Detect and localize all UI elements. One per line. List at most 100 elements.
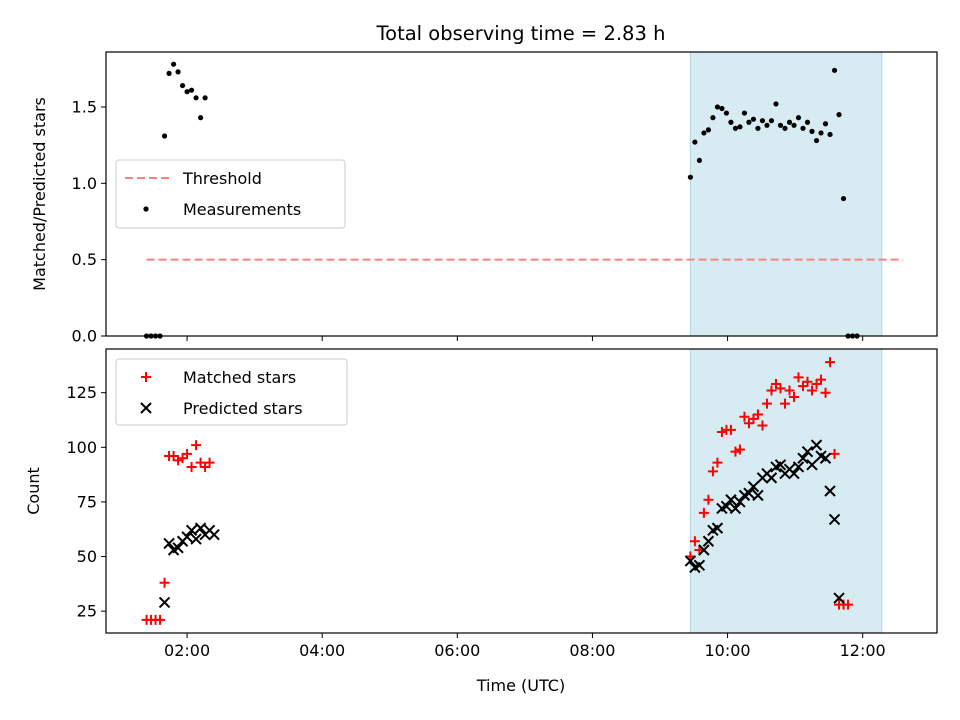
bottom-panel: 25 50 75 100 125 02:00 04:00 06:00 08:00 10:00 12:… — [24, 348, 938, 660]
predicted-star-point — [828, 513, 841, 526]
predicted-star-point — [693, 559, 706, 571]
matched-star-point — [191, 440, 202, 451]
matched-star-point — [689, 536, 700, 547]
matched-star-point — [770, 378, 781, 389]
measurement-point — [179, 82, 186, 89]
predicted-star-point — [752, 489, 764, 502]
measurement-point — [827, 131, 833, 138]
measurement-point — [692, 139, 698, 145]
x-axis-label: Time (UTC) — [476, 676, 565, 695]
y-tick-label: 50 — [77, 547, 97, 566]
legend: Threshold Measurements — [115, 159, 346, 229]
predicted-star-point — [698, 544, 710, 556]
predicted-star-point — [181, 531, 193, 543]
matched-star-point — [784, 385, 795, 396]
measurement-point — [831, 67, 838, 73]
legend-predicted-swatch — [140, 402, 152, 414]
predicted-star-point — [765, 472, 778, 484]
predicted-star-point — [810, 439, 823, 451]
matched-star-point — [825, 357, 836, 368]
observing-interval-shade — [689, 348, 883, 634]
matched-star-point — [816, 374, 827, 385]
matched-star-point — [182, 448, 193, 459]
measurement-point — [759, 118, 766, 124]
x-tick-label: 10:00 — [705, 641, 751, 660]
y-tick-label: 100 — [66, 438, 97, 457]
measurement-point — [161, 133, 168, 139]
predicted-star-point — [824, 485, 836, 497]
measurement-point — [166, 70, 172, 76]
measurement-point — [809, 128, 815, 134]
matched-star-point — [779, 398, 790, 409]
legend-measurement-swatch — [143, 206, 149, 212]
y-tick-label: 125 — [66, 383, 97, 402]
measurement-point — [818, 130, 824, 136]
y-axis-label: Count — [24, 467, 43, 515]
matched-star-point — [757, 420, 768, 431]
predicted-star-point — [684, 555, 697, 567]
predicted-star-point — [788, 467, 800, 480]
measurement-point — [840, 195, 847, 202]
measurement-point — [193, 95, 199, 101]
matched-star-point — [743, 418, 754, 429]
axes-frame — [105, 51, 938, 337]
measurement-point — [755, 125, 761, 131]
x-tick-label: 04:00 — [299, 641, 345, 660]
predicted-star-point — [806, 459, 818, 471]
y-tick-label: 0.0 — [72, 327, 97, 346]
predicted-star-point — [194, 522, 207, 534]
x-tick-label: 02:00 — [164, 641, 210, 660]
measurement-point — [768, 118, 775, 124]
legend-label: Predicted stars — [183, 399, 303, 418]
measurement-point — [786, 119, 793, 125]
measurement-point — [170, 61, 177, 67]
predicted-star-point — [833, 592, 845, 604]
matched-star-point — [730, 446, 741, 457]
measurement-point — [175, 69, 181, 75]
y-tick-label: 1.0 — [72, 174, 97, 193]
predicted-star-point — [163, 537, 175, 550]
measurement-point — [696, 157, 703, 164]
measurement-point — [800, 125, 806, 131]
measurement-point — [741, 110, 748, 116]
measurement-point — [701, 130, 707, 136]
matched-star-point — [186, 461, 197, 472]
matched-star-point — [155, 614, 166, 625]
measurement-point — [723, 110, 730, 116]
matched-star-point — [811, 378, 822, 389]
measurement-point — [813, 137, 820, 144]
predicted-star-point — [819, 452, 832, 464]
y-tick-label: 25 — [77, 602, 97, 621]
measurement-point — [687, 174, 694, 180]
predicted-star-point — [734, 496, 746, 508]
measurement-point — [782, 125, 788, 131]
measurement-point — [705, 127, 712, 133]
predicted-star-point — [185, 524, 198, 537]
matched-star-point — [788, 392, 799, 403]
matched-star-point — [807, 385, 818, 396]
matched-star-point — [820, 387, 831, 398]
predicted-star-point — [801, 445, 814, 458]
matched-star-point — [734, 444, 745, 455]
measurement-point — [184, 89, 190, 95]
legend-matched-swatch — [141, 372, 151, 382]
observing-interval-shade — [689, 51, 883, 337]
y-axis-label: Matched/Predicted stars — [30, 97, 49, 291]
measurement-point — [764, 122, 770, 128]
measurement-point — [719, 105, 725, 112]
measurement-point — [746, 119, 752, 125]
matched-star-point — [712, 457, 723, 468]
matched-star-point — [177, 453, 188, 464]
predicted-star-point — [792, 461, 805, 473]
matched-star-point — [716, 427, 727, 438]
x-tick-label: 12:00 — [840, 641, 886, 660]
y-tick-label: 1.5 — [72, 97, 97, 116]
predicted-star-point — [158, 596, 171, 609]
matched-star-point — [752, 409, 763, 420]
predicted-star-point — [720, 500, 733, 512]
legend: Matched stars Predicted stars — [115, 358, 348, 426]
matched-star-point — [739, 411, 750, 422]
matched-star-point — [761, 398, 772, 409]
measurement-point — [773, 101, 779, 107]
